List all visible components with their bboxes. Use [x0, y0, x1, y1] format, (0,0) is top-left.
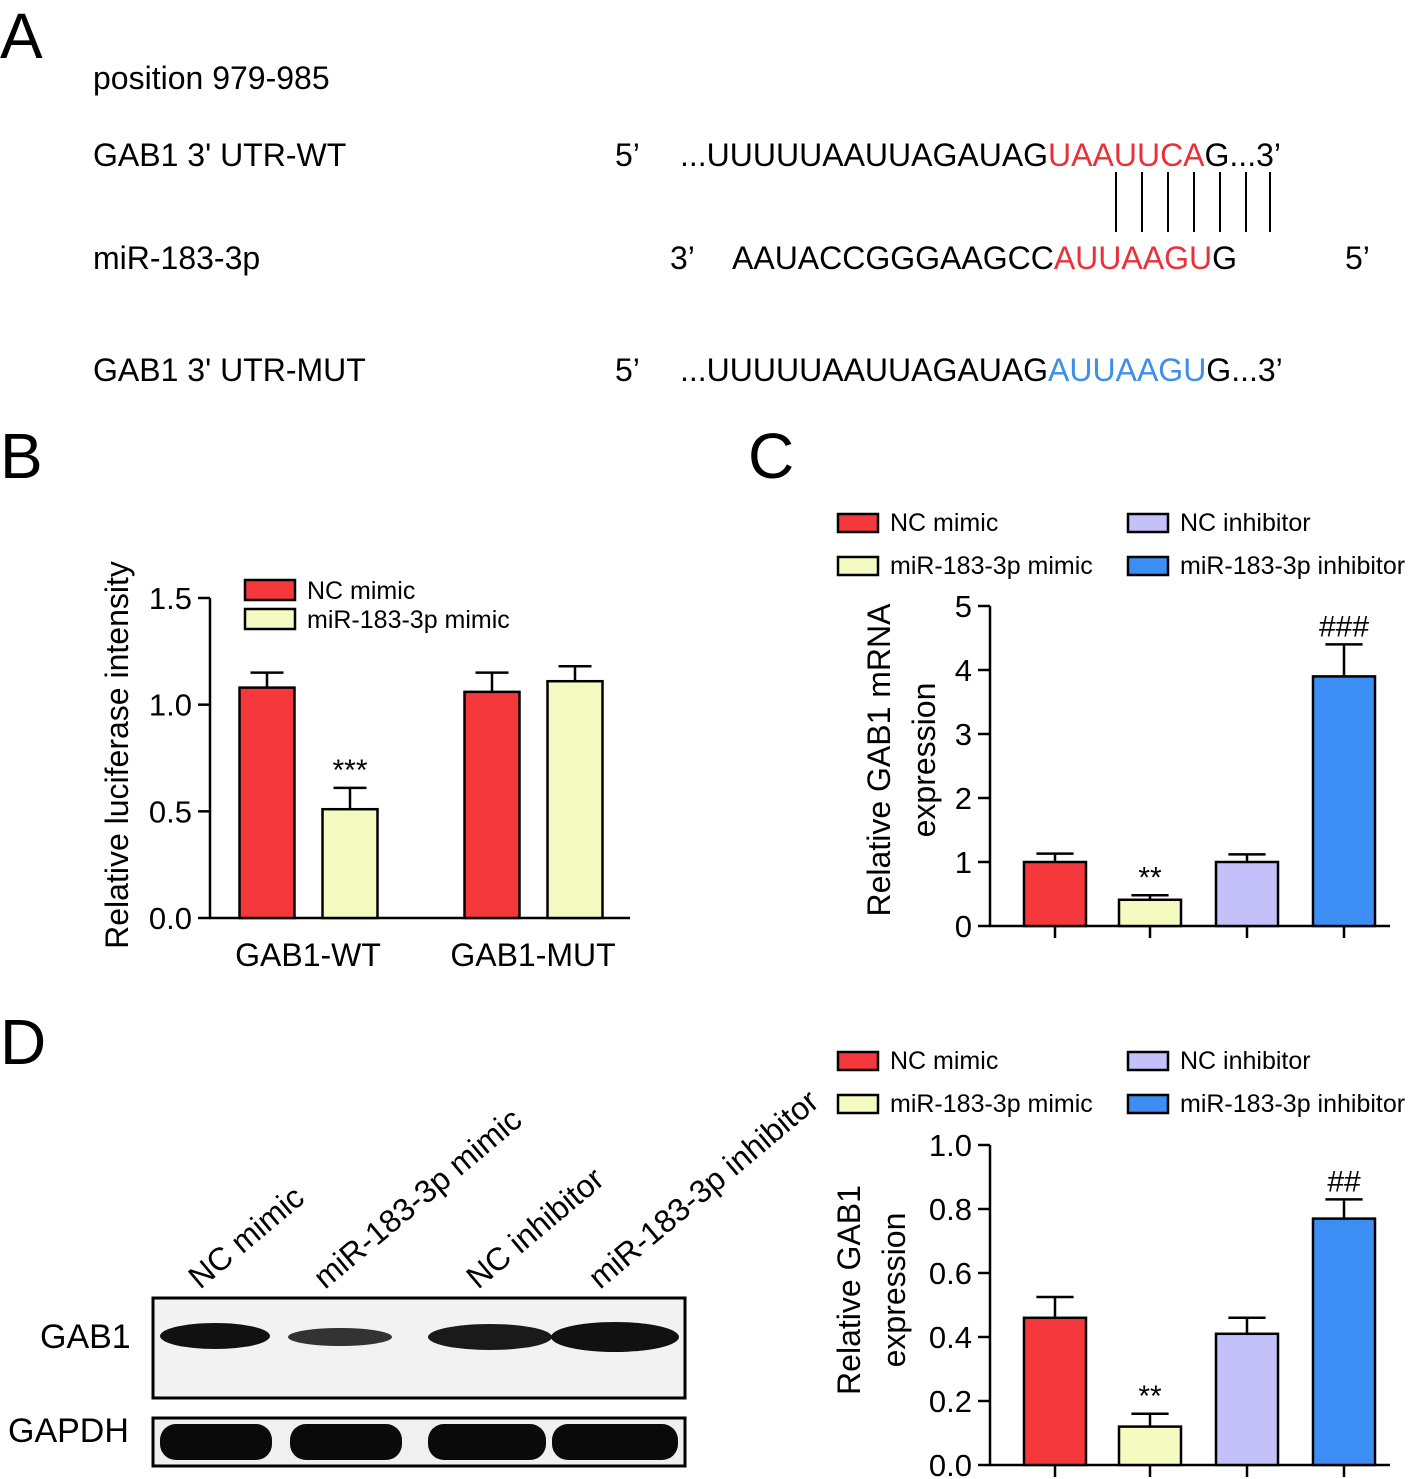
legend-swatch — [1126, 555, 1170, 577]
blot-row-label: GAPDH — [8, 1412, 129, 1450]
bar — [1022, 860, 1088, 928]
y-axis-label: Relative GAB1 — [831, 1185, 867, 1395]
legend-label: NC inhibitor — [1180, 1047, 1311, 1075]
significance: ## — [1327, 1165, 1361, 1198]
bar — [1117, 1425, 1183, 1467]
significance: *** — [332, 754, 367, 787]
panel-label: A — [0, 0, 43, 72]
bar — [1214, 860, 1280, 928]
y-tick-label: 1.0 — [149, 688, 192, 723]
legend-label: miR-183-3p inhibitor — [1180, 1090, 1405, 1118]
legend-label: NC mimic — [890, 1047, 998, 1075]
bar — [546, 679, 604, 920]
y-tick-label: 5 — [955, 589, 972, 624]
legend-label: NC inhibitor — [1180, 509, 1311, 537]
legend-label: miR-183-3p mimic — [890, 1090, 1093, 1118]
legend-label: miR-183-3p inhibitor — [1180, 552, 1405, 580]
bar — [463, 690, 521, 920]
sequence: AAUACCGGGAAGCCAUUAAGUG — [732, 240, 1237, 276]
pairing-lines — [1115, 172, 1271, 232]
y-tick-label: 0 — [955, 909, 972, 944]
panel-label: B — [0, 420, 43, 492]
blot — [151, 1296, 687, 1468]
y-tick-label: 0.4 — [929, 1320, 972, 1355]
sequence-label: GAB1 3' UTR-WT — [93, 137, 346, 173]
legend-label: miR-183-3p mimic — [890, 552, 1093, 580]
y-axis-label: expression — [876, 1213, 912, 1368]
strand-end: 5’ — [1345, 240, 1370, 276]
y-tick-label: 0.5 — [149, 794, 192, 829]
strand-end: 5’ — [615, 137, 640, 173]
y-tick-label: 1 — [955, 845, 972, 880]
sequence-part: AUUAAGU — [1048, 352, 1206, 388]
y-axis-label: Relative luciferase intensity — [99, 561, 135, 949]
x-tick-label: GAB1-WT — [235, 937, 381, 973]
legend-swatch — [836, 555, 880, 577]
y-tick-label: 1.0 — [929, 1128, 972, 1163]
sequence-part: AAUACCGGGAAGCC — [732, 240, 1054, 276]
strand-end: 5’ — [615, 352, 640, 388]
panel-label: C — [748, 420, 794, 492]
panel-label: D — [0, 1006, 46, 1078]
sequence-part: ...UUUUUAAUUAGAUAG — [680, 352, 1048, 388]
legend-swatch — [1126, 512, 1170, 534]
sequence: ...UUUUUAAUUAGAUAGAUUAAGUG...3’ — [680, 352, 1283, 388]
lane-label: miR-183-3p inhibitor — [581, 1082, 825, 1295]
y-tick-label: 0.2 — [929, 1384, 972, 1419]
y-axis-label: expression — [906, 683, 942, 838]
y-tick-label: 0.8 — [929, 1192, 972, 1227]
legend-swatch — [243, 607, 297, 631]
blot-row-label: GAB1 — [40, 1318, 131, 1356]
bar — [1022, 1316, 1088, 1467]
bar — [1214, 1332, 1280, 1467]
x-tick-label: GAB1-MUT — [450, 937, 615, 973]
legend-swatch — [1126, 1093, 1170, 1115]
legend-label: NC mimic — [890, 509, 998, 537]
sequence-part: G...3’ — [1205, 137, 1281, 173]
sequence-label: miR-183-3p — [93, 240, 260, 276]
y-tick-label: 0.0 — [929, 1448, 972, 1479]
position-label: position 979-985 — [93, 60, 330, 96]
significance: ### — [1319, 610, 1369, 643]
significance: ** — [1138, 1380, 1162, 1413]
sequence-part: G...3’ — [1206, 352, 1282, 388]
bar — [1117, 898, 1183, 928]
sequence-part: ...UUUUUAAUUAGAUAG — [680, 137, 1048, 173]
bar — [1311, 675, 1377, 928]
y-tick-label: 0.6 — [929, 1256, 972, 1291]
legend-swatch — [836, 1093, 880, 1115]
y-axis-label: Relative GAB1 mRNA — [861, 603, 897, 917]
legend-swatch — [1126, 1050, 1170, 1072]
significance: ** — [1138, 861, 1162, 894]
strand-end: 3’ — [670, 240, 695, 276]
sequence-part: UAAUUCA — [1048, 137, 1205, 173]
bar — [321, 807, 379, 920]
legend-label: miR-183-3p mimic — [307, 606, 510, 634]
legend-label: NC mimic — [307, 577, 415, 605]
bar — [1311, 1217, 1377, 1467]
legend-swatch — [836, 1050, 880, 1072]
sequence-part: AUUAAGU — [1054, 240, 1212, 276]
bar — [238, 686, 296, 920]
y-tick-label: 1.5 — [149, 581, 192, 616]
y-tick-label: 2 — [955, 781, 972, 816]
sequence: ...UUUUUAAUUAGAUAGUAAUUCAG...3’ — [680, 137, 1281, 173]
sequence-part: G — [1212, 240, 1237, 276]
sequence-label: GAB1 3' UTR-MUT — [93, 352, 366, 388]
y-tick-label: 4 — [955, 653, 972, 688]
y-tick-label: 3 — [955, 717, 972, 752]
legend-swatch — [243, 578, 297, 602]
y-tick-label: 0.0 — [149, 901, 192, 936]
legend-swatch — [836, 512, 880, 534]
lane-label: NC mimic — [181, 1179, 310, 1296]
